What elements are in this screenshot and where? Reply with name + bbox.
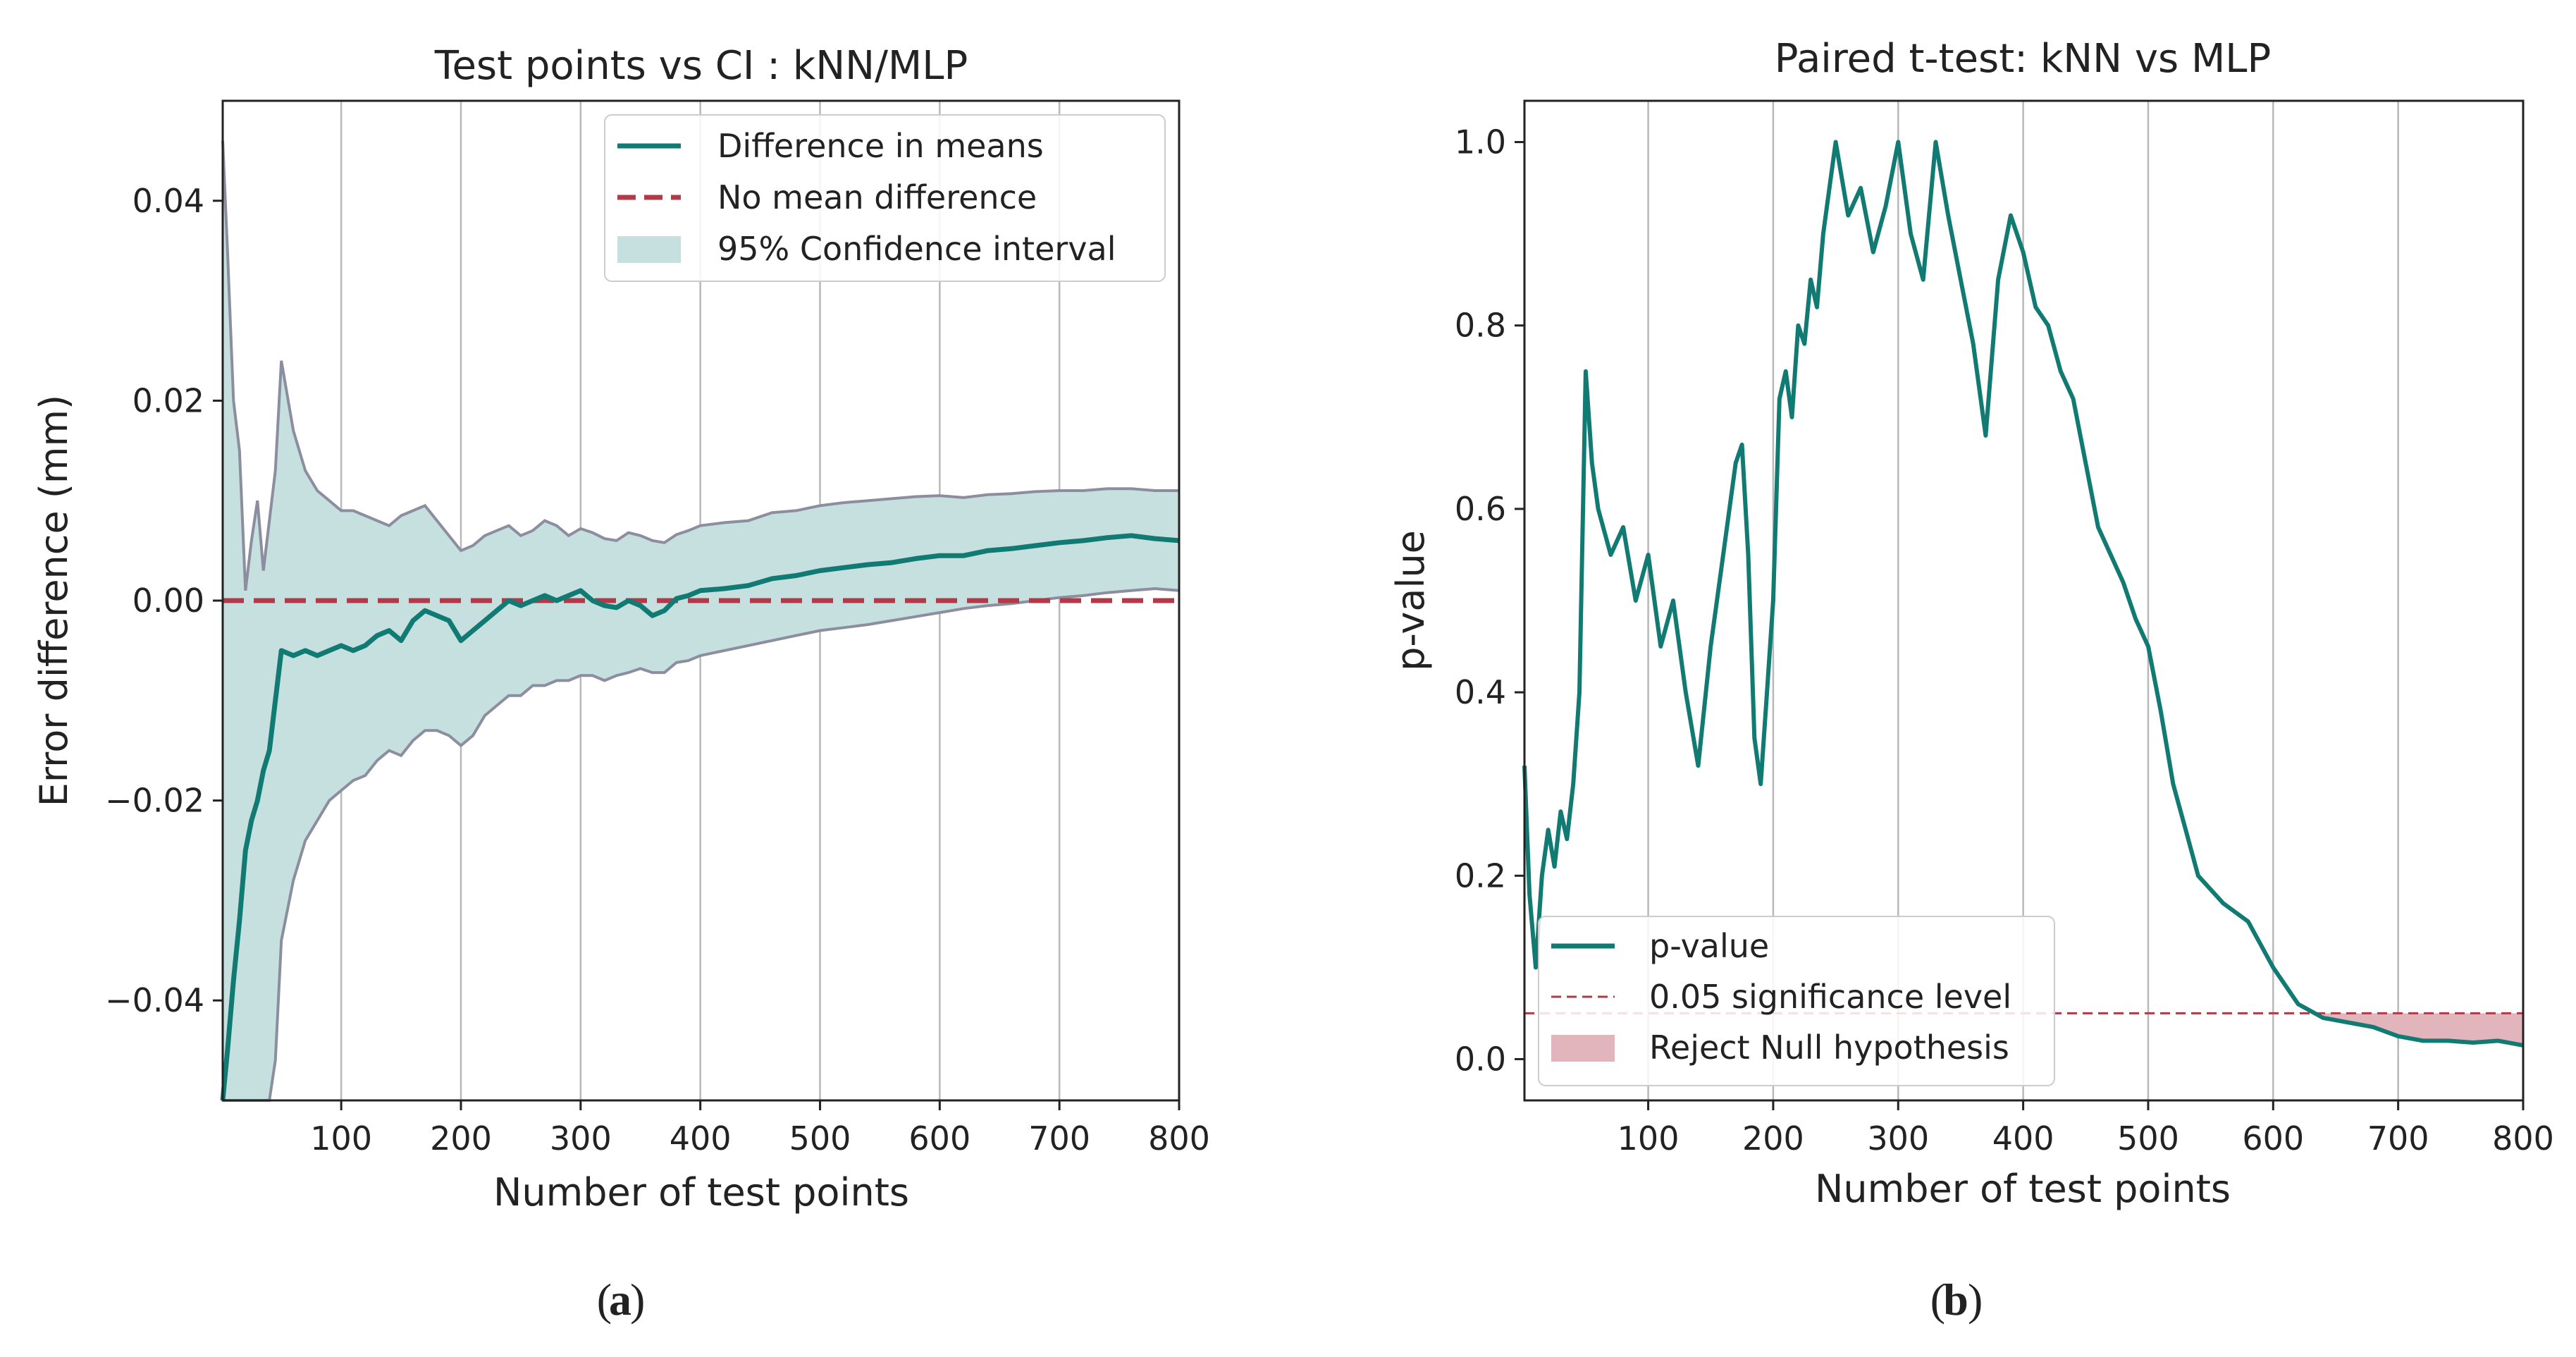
panel-a-x-tick-label: 300 [550,1119,612,1158]
panel-a-y-tick-label: 0.02 [133,381,204,419]
panel-b-x-tick-label: 400 [1992,1119,2054,1158]
x-axis-label-a: Number of test points [493,1170,909,1215]
panel-a-x-tick-label: 800 [1148,1119,1210,1158]
chart-panel-a: Test points vs CI : kNN/MLP 100 200 300 400… [32,43,1210,1325]
panel-a-y-tick-label: 0.00 [133,582,204,620]
y-axis-b: 0.0 0.2 0.4 0.6 0.8 1.0 [1455,123,1524,1078]
panel-label-a-text: a [609,1275,631,1325]
panel-label-b: ( b ) [1930,1275,1983,1325]
panel-b-y-tick-label: 0.4 [1455,673,1506,711]
panel-b-y-tick-label: 0.0 [1455,1040,1506,1078]
chart-title-a: Test points vs CI : kNN/MLP [434,43,968,89]
legend-b: p-value 0.05 significance level Reject N… [1538,916,2055,1086]
panel-b-y-tick-label: 0.6 [1455,490,1506,528]
legend-box-b [1538,916,2055,1086]
panel-b-y-tick-label: 0.8 [1455,307,1506,345]
panel-b-x-tick-label: 100 [1617,1119,1680,1158]
legend-swatch-reject [1551,1035,1615,1062]
svg-text:(: ( [597,1275,612,1325]
panel-a-x-tick-label: 100 [310,1119,372,1158]
panel-a-y-tick-label: −0.04 [105,981,204,1019]
panel-b-x-tick-label: 600 [2242,1119,2304,1158]
legend-label-mean: Difference in means [717,127,1044,165]
panel-a-x-tick-label: 600 [908,1119,970,1158]
ci-lower-edge [223,587,1180,1102]
panel-b-x-tick-label: 200 [1742,1119,1804,1158]
legend-box-a [604,114,1166,282]
legend-label-reject: Reject Null hypothesis [1649,1029,2009,1067]
reject-null-region [2323,1013,2523,1045]
chart-panel-b: Paired t-test: kNN vs MLP 100 200 300 400 50… [1388,36,2554,1325]
panel-b-x-tick-label: 500 [2117,1119,2179,1158]
legend-swatch-ci [617,236,681,263]
legend-label-threshold: 0.05 significance level [1649,978,2011,1016]
panel-a-x-tick-label: 400 [670,1119,732,1158]
x-axis-a: 100 200 300 400 500 600 700 800 [310,1100,1210,1158]
panel-a-y-tick-label: 0.04 [133,182,204,220]
svg-text:): ) [630,1275,645,1325]
legend-a: Difference in means No mean difference 9… [604,114,1166,282]
panel-a-x-tick-label: 700 [1028,1119,1090,1158]
panel-a-x-tick-label: 200 [430,1119,492,1158]
ci-upper-edge [221,140,1179,591]
legend-label-ci: 95% Confidence interval [717,230,1116,268]
panel-b-x-tick-label: 300 [1867,1119,1929,1158]
panel-label-b-text: b [1943,1275,1968,1325]
panel-b-x-tick-label: 700 [2367,1119,2429,1158]
svg-text:): ) [1968,1275,1983,1325]
y-axis-label-a: Error difference (mm) [32,395,76,806]
p-value-line [1522,140,2524,1048]
panel-b-x-tick-label: 800 [2492,1119,2554,1158]
legend-label-pvalue: p-value [1649,927,1769,965]
legend-label-zero: No mean difference [717,178,1037,216]
panel-b-y-tick-label: 0.2 [1455,856,1506,895]
y-axis-label-b: p-value [1388,530,1433,671]
difference-in-means-line [220,533,1180,1101]
panel-a-x-tick-label: 500 [789,1119,851,1158]
panel-label-a: ( a ) [597,1275,646,1325]
x-axis-label-b: Number of test points [1815,1167,2231,1211]
y-axis-a: −0.04 −0.02 0.00 0.02 0.04 [105,182,223,1019]
panel-a-y-tick-label: −0.02 [105,782,204,820]
panel-b-y-tick-label: 1.0 [1455,123,1506,161]
x-axis-b: 100 200 300 400 500 600 700 800 [1617,1100,2554,1158]
ci-band-fill [223,140,1179,1101]
svg-text:(: ( [1930,1275,1945,1325]
chart-title-b: Paired t-test: kNN vs MLP [1775,36,2272,82]
